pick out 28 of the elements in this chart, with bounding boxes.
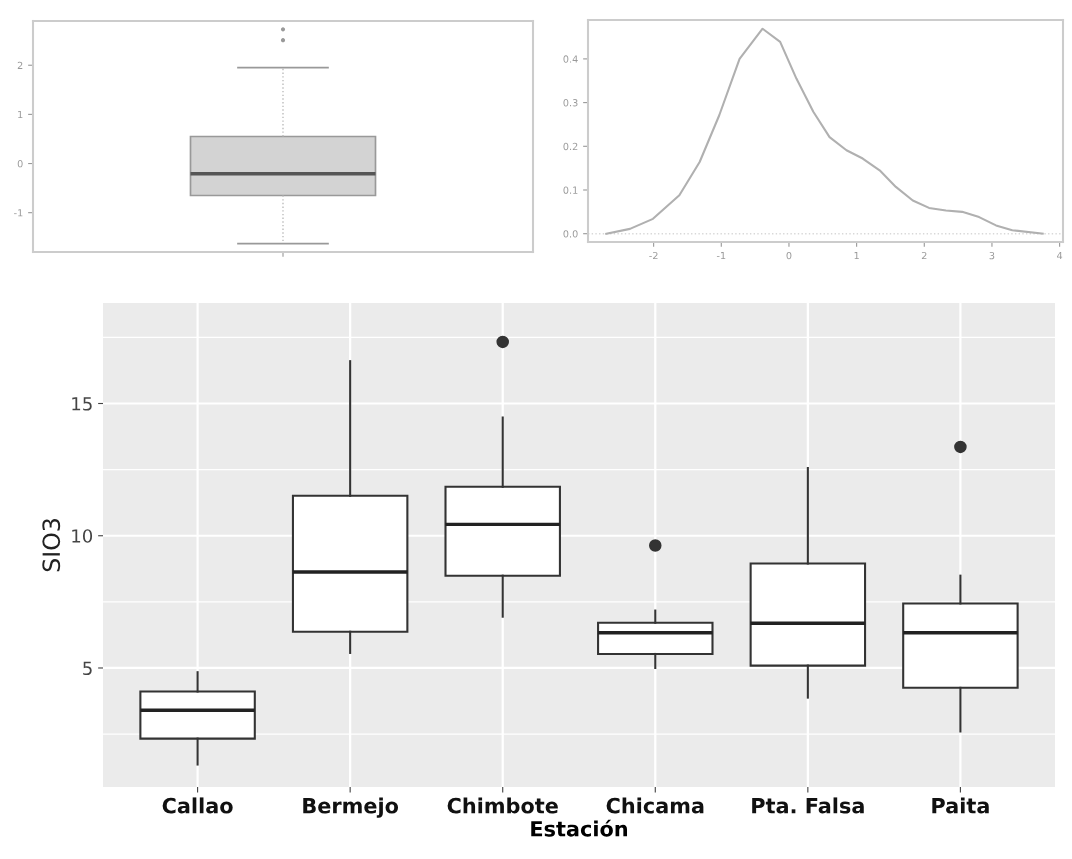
x-tick-label: 1 <box>854 252 859 260</box>
y-tick-label: 0.3 <box>563 99 578 107</box>
y-tick-label: 10 <box>72 529 93 543</box>
x-axis-title: Estación <box>531 819 628 837</box>
y-tick-label: 0.4 <box>563 55 578 63</box>
y-tick-label: -1 <box>14 209 23 217</box>
x-tick-label: 4 <box>1057 252 1063 260</box>
x-tick-label: Chicama <box>606 797 704 814</box>
y-tick-label: 2 <box>17 61 23 69</box>
x-tick-label: 3 <box>989 251 995 260</box>
x-tick-label: 0 <box>786 251 792 260</box>
x-tick-label: -2 <box>649 251 658 260</box>
y-axis-title: SIO3 <box>42 519 61 572</box>
x-tick-label: Chimbote <box>447 797 558 814</box>
x-tick-label: Bermejo <box>303 797 399 818</box>
x-tick-label: Pta. Falsa <box>752 797 864 814</box>
x-tick-label: Paita <box>932 797 989 814</box>
line-series <box>605 27 1044 235</box>
y-tick-label: 0.0 <box>563 230 578 238</box>
y-tick-label: 0.2 <box>563 142 578 151</box>
y-tick-label: 15 <box>72 397 92 411</box>
y-tick-label: 0.1 <box>563 186 578 194</box>
y-tick-label: 0 <box>17 160 23 168</box>
x-tick-label: Callao <box>162 797 233 814</box>
y-tick-label: 5 <box>83 661 92 676</box>
y-tick-label: 1 <box>18 110 23 119</box>
x-tick-label: 2 <box>921 251 927 260</box>
x-tick-label: -1 <box>716 252 726 260</box>
